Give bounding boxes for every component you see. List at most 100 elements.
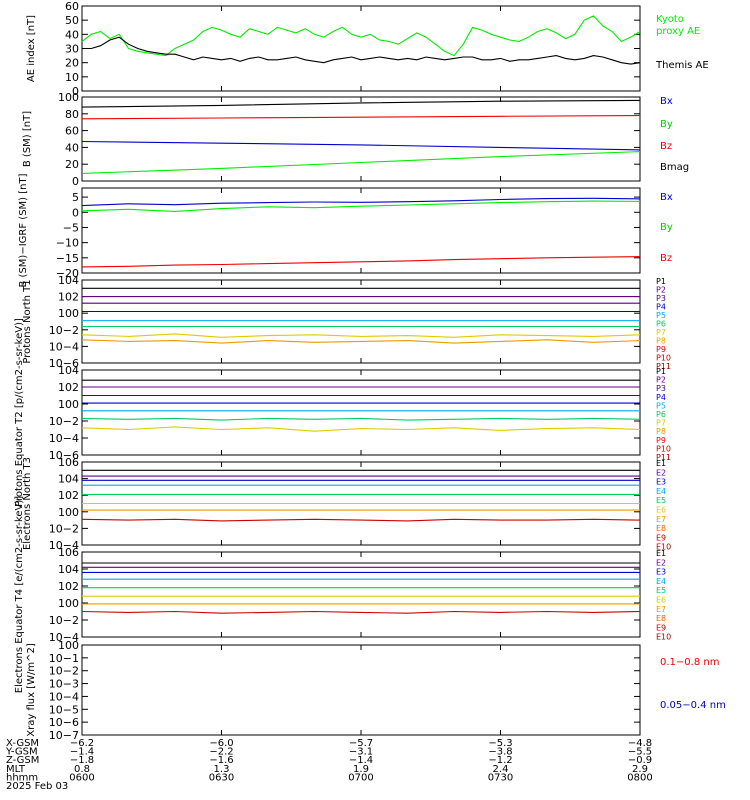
y-tick-label: 10−4 [49, 432, 79, 445]
legend-entry: E9 [656, 533, 666, 542]
y-tick-label: 0 [72, 175, 79, 188]
y-tick-label: 104 [58, 274, 79, 287]
legend-entry: P9 [656, 436, 666, 445]
legend-entry: proxy AE [656, 26, 700, 37]
y-axis-label: Xray flux [W/m^2] [26, 643, 37, 737]
legend-entry: E10 [656, 633, 671, 642]
y-axis-label: B (SM)−IGRF (SM) [nT] [18, 173, 29, 287]
y-tick-label: 30 [65, 43, 79, 56]
legend-entry: Kyoto [656, 14, 684, 25]
legend-entry: E7 [656, 605, 666, 614]
y-tick-label: 10−2 [49, 614, 79, 627]
x-row-value: −3.1 [349, 747, 373, 758]
series-line [81, 197, 641, 207]
x-row-value: −1.4 [349, 755, 373, 766]
legend-entry: P11 [656, 362, 671, 371]
panel-frame [81, 369, 641, 456]
y-axis-label: Electrons Equator T4 [e/(cm2-s-sr-keV)] [14, 496, 25, 693]
x-row-value: 1.9 [353, 764, 369, 775]
legend-entry: E3 [656, 568, 666, 577]
x-axis-date: 2025 Feb 03 [6, 781, 68, 792]
legend-entry: E4 [656, 487, 666, 496]
legend-entry: P1 [656, 277, 666, 286]
y-tick-label: 102 [58, 580, 79, 593]
x-row-value: 0.8 [74, 764, 90, 775]
legend-entry: E6 [656, 596, 666, 605]
x-row-value: −1.6 [209, 755, 233, 766]
legend-entry: P5 [656, 311, 666, 320]
y-tick-label: 100 [58, 398, 79, 411]
legend-entry: 0.1−0.8 nm [660, 657, 719, 668]
legend-entry: P10 [656, 354, 671, 363]
y-tick-label: 60 [65, 0, 79, 13]
y-tick-label: 104 [58, 473, 79, 486]
legend-entry: P9 [656, 345, 666, 354]
y-tick-label: 10−7 [49, 729, 79, 742]
y-tick-label: 10−1 [49, 652, 79, 665]
series-line [81, 15, 641, 57]
series-line [81, 256, 641, 268]
x-row-value: 2.4 [493, 764, 509, 775]
y-tick-label: 40 [65, 141, 79, 154]
series-line [81, 99, 641, 108]
y-tick-label: 60 [65, 125, 79, 138]
y-tick-label: 10−4 [49, 539, 79, 552]
y-tick-label: 102 [58, 291, 79, 304]
y-tick-label: 10−4 [49, 340, 79, 353]
y-tick-label: 100 [58, 506, 79, 519]
legend-entry: E10 [656, 543, 671, 552]
series-line [81, 114, 641, 120]
legend-entry: P4 [656, 303, 666, 312]
series-line [82, 36, 641, 65]
legend-entry: P3 [656, 294, 666, 303]
legend-entry: E8 [656, 614, 666, 623]
series-line [81, 426, 641, 432]
panel-frame [81, 279, 641, 364]
x-row-value: −5.7 [349, 738, 373, 749]
y-tick-label: 10−2 [49, 665, 79, 678]
legend-entry: P2 [656, 286, 666, 295]
legend-entry: P4 [656, 393, 666, 402]
x-row-value: 0600 [69, 772, 94, 783]
y-tick-label: 100 [58, 307, 79, 320]
y-tick-label: 10−6 [49, 716, 79, 729]
legend-entry: E9 [656, 623, 666, 632]
x-row-label: X-GSM [6, 738, 39, 749]
y-tick-label: 102 [58, 381, 79, 394]
y-tick-label: 5 [72, 191, 79, 204]
x-row-value: −5.3 [488, 738, 512, 749]
legend-entry: P1 [656, 367, 666, 376]
x-row-label: MLT [6, 764, 26, 775]
y-axis-label: Protons North T1 [22, 279, 33, 363]
y-tick-label: 10−4 [49, 631, 79, 644]
legend-entry: P6 [656, 320, 666, 329]
y-tick-label: 50 [65, 14, 79, 27]
y-tick-label: 10 [65, 71, 79, 84]
legend-entry: 0.05−0.4 nm [660, 700, 726, 711]
x-row-value: 2.9 [632, 764, 648, 775]
legend-entry: P2 [656, 376, 666, 385]
legend-entry: P10 [656, 444, 671, 453]
y-tick-label: 100 [58, 91, 79, 104]
y-tick-label: 104 [58, 364, 79, 377]
legend-entry: P6 [656, 410, 666, 419]
y-tick-label: 100 [58, 639, 79, 652]
legend-entry: Bz [660, 141, 672, 152]
legend-entry: Bmag [660, 162, 689, 173]
panel-frame [81, 5, 641, 92]
y-tick-label: −5 [63, 221, 79, 234]
y-axis-label: AE index [nT] [26, 15, 37, 82]
legend-entry: Themis AE [655, 60, 709, 71]
series-line [81, 200, 641, 212]
y-tick-label: 20 [65, 57, 79, 70]
x-row-label: Z-GSM [6, 755, 39, 766]
y-tick-label: 10−5 [49, 703, 79, 716]
legend-entry: E5 [656, 586, 666, 595]
x-row-value: 0730 [488, 772, 513, 783]
legend-entry: By [660, 222, 673, 233]
legend-entry: E2 [656, 558, 666, 567]
series-line [81, 610, 641, 614]
legend-entry: E3 [656, 478, 666, 487]
legend-entry: E6 [656, 506, 666, 515]
